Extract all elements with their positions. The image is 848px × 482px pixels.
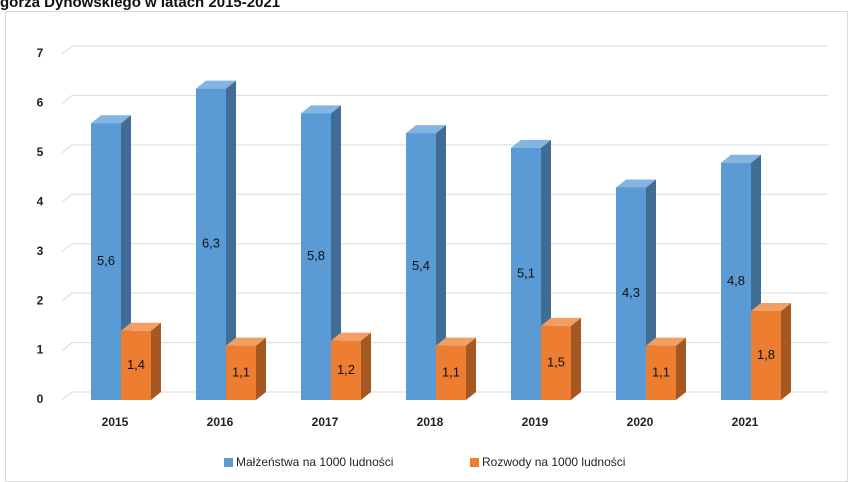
bar-top [646,337,686,346]
x-tick-label: 2017 [312,415,339,429]
bar [331,340,361,400]
y-tick-label: 4 [37,194,44,208]
x-tick-label: 2018 [417,415,444,429]
bar-top [616,179,656,188]
bar-top [406,125,446,134]
bar [121,330,151,400]
bar-side [436,125,446,400]
bar-side [466,337,476,400]
bar [721,162,751,400]
bar-side [361,332,371,400]
bar-side [151,322,161,400]
bar [226,345,256,400]
bar-side [256,337,266,400]
bar-side [676,337,686,400]
bar-top [541,317,581,326]
bar-top [331,332,371,341]
bar-top [751,303,791,312]
legend-swatch [470,458,479,467]
y-tick-label: 5 [37,145,44,159]
y-tick-label: 6 [37,96,44,110]
bar-side [781,303,791,400]
chart-title: górza Dynowskiego w latach 2015-2021 [0,0,280,11]
bar [616,187,646,400]
legend-swatch [224,458,233,467]
x-tick-label: 2015 [102,415,129,429]
grid-line-depth [61,144,73,154]
bar-top [436,337,476,346]
bar-side [226,80,236,400]
value-label: 1,1 [232,364,250,379]
grid-line-depth [61,292,73,302]
bar-top [511,139,551,148]
value-label: 5,8 [307,248,325,263]
grid-line-depth [61,193,73,203]
y-tick-label: 0 [37,392,44,406]
grid-line-depth [61,391,73,401]
value-label: 4,3 [622,285,640,300]
value-label: 5,4 [412,258,430,273]
value-label: 5,6 [97,253,115,268]
legend-label: Rozwody na 1000 ludności [482,455,625,469]
value-label: 1,8 [757,347,775,362]
bar-top [721,154,761,163]
value-label: 1,5 [547,354,565,369]
value-label: 6,3 [202,236,220,251]
y-tick-label: 1 [37,343,44,357]
value-label: 4,8 [727,273,745,288]
bar [436,345,466,400]
x-tick-label: 2019 [522,415,549,429]
bar [196,88,226,400]
value-label: 1,4 [127,357,145,372]
bar-top [121,322,161,331]
value-label: 1,1 [652,364,670,379]
grid-line-depth [61,243,73,253]
y-tick-label: 7 [37,46,44,60]
bar [301,113,331,401]
value-label: 1,1 [442,364,460,379]
bar [751,311,781,400]
x-tick-label: 2016 [207,415,234,429]
x-tick-label: 2021 [732,415,759,429]
bar-top [91,115,131,124]
bar [406,133,436,401]
value-label: 5,1 [517,265,535,280]
bar [511,147,541,400]
bar-top [196,80,236,89]
grid-line-depth [61,95,73,104]
x-tick-label: 2020 [627,415,654,429]
bar [541,325,571,400]
legend-label: Małżeństwa na 1000 ludności [236,455,393,469]
bar-side [331,105,341,401]
y-tick-label: 3 [37,244,44,258]
bar-side [571,317,581,400]
bar [646,345,676,400]
bar-top [301,105,341,114]
grid-line-depth [61,342,73,351]
bar [91,123,121,400]
grid-line-depth [61,45,73,55]
bar-top [226,337,266,346]
value-label: 1,2 [337,362,355,377]
y-tick-label: 2 [37,293,44,307]
